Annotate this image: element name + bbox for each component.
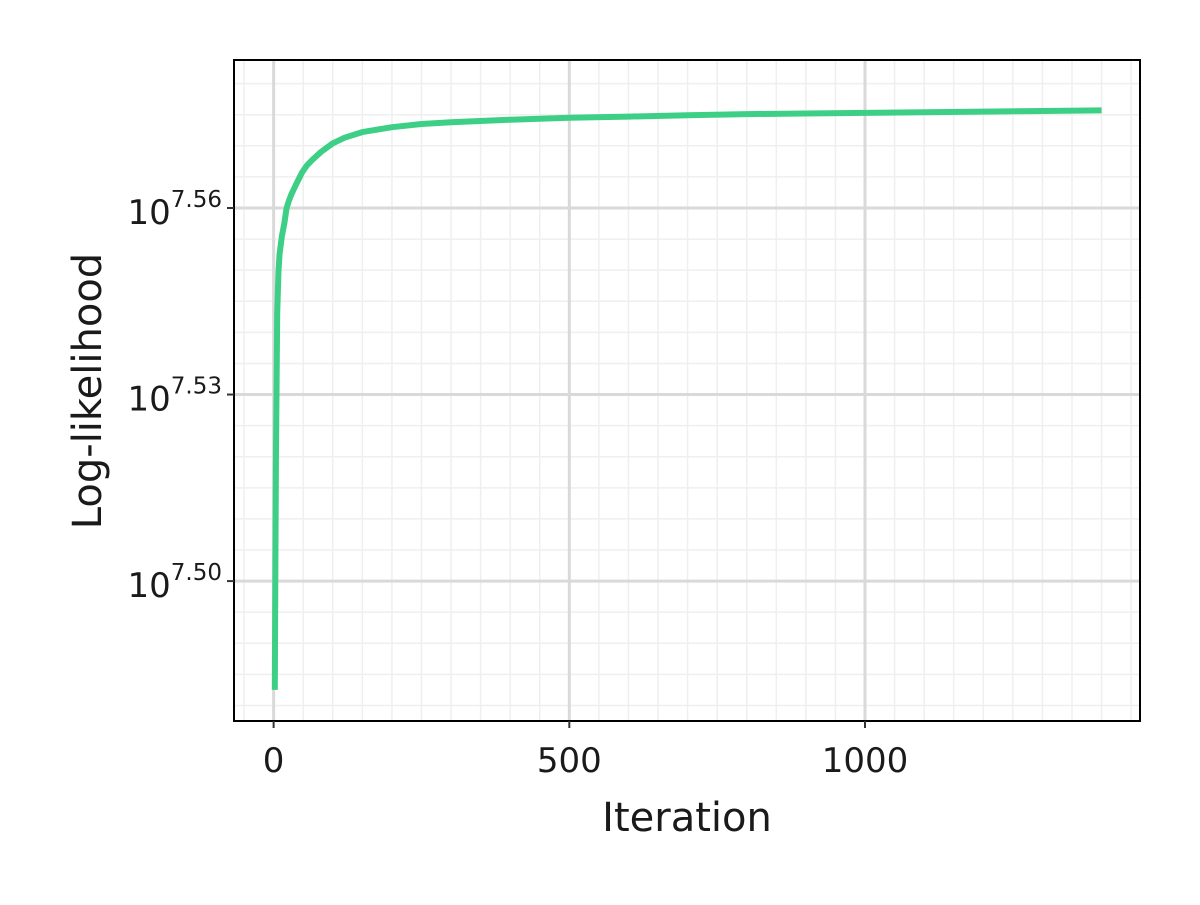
x-axis-ticks: 0 500 1000: [263, 721, 908, 781]
x-tick-label: 1000: [822, 741, 909, 781]
y-tick-base: 10: [128, 566, 171, 606]
y-tick-base: 10: [128, 380, 171, 420]
x-axis-title: Iteration: [602, 795, 772, 841]
y-tick-label: 107.50: [128, 560, 222, 606]
y-axis-title: Log-likelihood: [65, 253, 111, 529]
series-layer: [271, 107, 1102, 690]
y-tick-label: 107.53: [128, 374, 222, 420]
y-tick-exponent: 7.53: [171, 374, 222, 400]
plot-border: [233, 59, 1141, 722]
y-tick-exponent: 7.56: [171, 187, 222, 213]
y-tick-label: 107.56: [128, 187, 222, 233]
y-tick-base: 10: [128, 193, 171, 233]
grid-minor: [234, 60, 1140, 721]
x-tick-label: 500: [537, 741, 602, 781]
series-line: [271, 107, 1102, 690]
x-tick-label: 0: [263, 741, 285, 781]
y-tick-exponent: 7.50: [171, 560, 222, 586]
